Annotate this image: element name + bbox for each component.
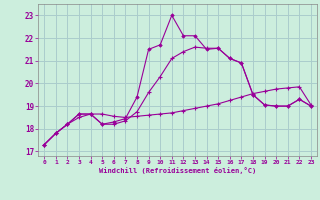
X-axis label: Windchill (Refroidissement éolien,°C): Windchill (Refroidissement éolien,°C) [99, 167, 256, 174]
